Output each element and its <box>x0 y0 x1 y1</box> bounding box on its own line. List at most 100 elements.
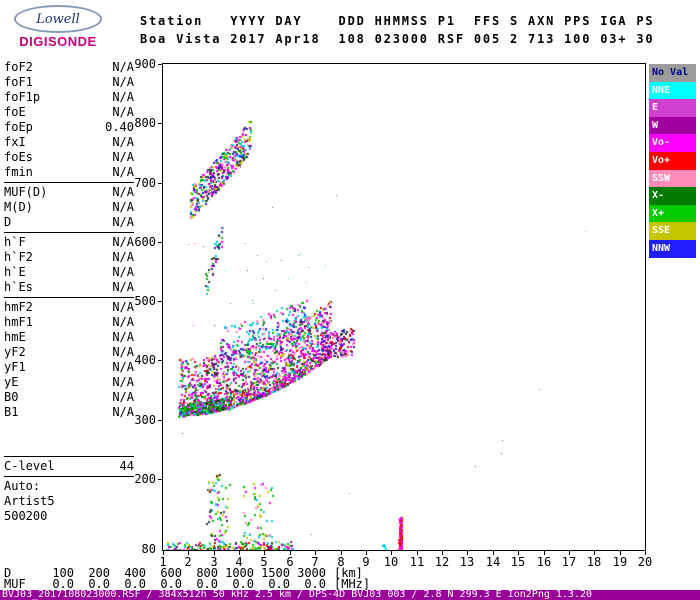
x-axis-tick <box>239 551 240 555</box>
panel-divider <box>4 232 134 233</box>
d-label: D <box>4 566 12 580</box>
legend-swatch-vo+: Vo+ <box>649 151 696 170</box>
param-row-hme: hmE N/A <box>4 330 134 345</box>
x-axis-tick-label: 20 <box>637 555 653 569</box>
panel-divider <box>4 456 134 457</box>
param-row-h-f: h`F N/A <box>4 235 134 250</box>
muf-distance-table: D 100 200 400 600 800 1000 1500 3000 [km] MUF 0.0 0.… <box>4 566 371 591</box>
legend-swatch-nne: NNE <box>649 81 696 100</box>
param-value: N/A <box>112 60 134 74</box>
panel-divider <box>4 297 134 298</box>
param-label: h`F <box>4 235 26 249</box>
param-value: N/A <box>112 185 134 199</box>
param-value: N/A <box>112 375 134 389</box>
param-label: foF1p <box>4 90 41 104</box>
param-value: N/A <box>112 345 134 359</box>
muf-unit: [MHz] <box>334 577 371 591</box>
d-value: 800 <box>196 566 218 580</box>
param-value: N/A <box>112 165 134 179</box>
x-axis-tick-label: 11 <box>409 555 425 569</box>
param-row-b1: B1 N/A <box>4 405 134 420</box>
x-axis-tick-label: 15 <box>510 555 526 569</box>
param-value: 0.40 <box>105 120 134 134</box>
param-row-foes: foEs N/A <box>4 150 134 165</box>
param-row-h-f2: h`F2 N/A <box>4 250 134 265</box>
logo-digisonde-text: DIGISONDE <box>19 34 97 49</box>
muf-label: MUF <box>4 577 26 591</box>
parameter-panel: foF2 N/A foF1 N/A foF1p N/A foE N/A foEp 0.40 fxI N… <box>4 60 134 524</box>
x-axis-tick <box>315 551 316 555</box>
x-axis-tick <box>569 551 570 555</box>
muf-row: MUF 0.0 0.0 0.0 0.0 0.0 0.0 0.0 0.0 [MHz] <box>4 577 371 591</box>
annotation-auto: Auto: <box>4 479 41 493</box>
param-label: foEs <box>4 150 33 164</box>
param-row-fmin: fmin N/A <box>4 165 134 180</box>
param-label: fxI <box>4 135 26 149</box>
legend-swatch-x: X- <box>649 187 696 205</box>
param-label: foF2 <box>4 60 33 74</box>
param-value: N/A <box>112 315 134 329</box>
header-station-values: Boa Vista 2017 Apr18 108 023000 RSF 005 … <box>140 32 655 46</box>
x-axis-tick <box>493 551 494 555</box>
direction-color-legend: No Val NNE E W Vo- Vo+ SSW X- X+ SSE NNW <box>649 64 696 258</box>
param-label: yF1 <box>4 360 26 374</box>
param-label: yE <box>4 375 19 389</box>
legend-swatch-ssw: SSW <box>649 169 696 188</box>
x-axis-tick <box>188 551 189 555</box>
param-row-fof1: foF1 N/A <box>4 75 134 90</box>
x-axis-tick-label: 10 <box>383 555 399 569</box>
param-label: foF1 <box>4 75 33 89</box>
param-value: N/A <box>112 150 134 164</box>
muf-value: 0.0 <box>124 577 146 591</box>
param-value: N/A <box>112 200 134 214</box>
ionogram-scatter-canvas <box>163 64 645 550</box>
x-axis-tick <box>594 551 595 555</box>
annotation-artist5: Artist5 <box>4 494 55 508</box>
param-row-h-es: h`Es N/A <box>4 280 134 295</box>
panel-divider <box>4 476 134 477</box>
legend-swatch-e: E <box>649 99 696 117</box>
status-text: BVJ03_2017108023000.RSF / 384x512h 50 kH… <box>2 589 593 600</box>
param-label: hmF2 <box>4 300 33 314</box>
param-row-yf2: yF2 N/A <box>4 345 134 360</box>
muf-value: 0.0 <box>88 577 110 591</box>
header-column-titles: Station YYYY DAY DDD HHMMSS P1 FFS S AXN… <box>140 14 655 28</box>
param-label: B1 <box>4 405 19 419</box>
d-value: 600 <box>160 566 182 580</box>
param-value: N/A <box>112 105 134 119</box>
legend-swatch-vo: Vo- <box>649 134 696 152</box>
param-value: N/A <box>112 330 134 344</box>
x-axis-tick <box>163 551 164 555</box>
param-label: D <box>4 215 12 229</box>
param-row-hmf1: hmF1 N/A <box>4 315 134 330</box>
param-row-m-d: M(D) N/A <box>4 200 134 215</box>
d-value: 3000 <box>297 566 326 580</box>
param-label: h`F2 <box>4 250 33 264</box>
legend-swatch-w: W <box>649 116 696 135</box>
x-axis-tick <box>391 551 392 555</box>
param-label: M(D) <box>4 200 33 214</box>
param-value: N/A <box>112 300 134 314</box>
x-axis-tick-label: 12 <box>434 555 450 569</box>
status-bar: BVJ03_2017108023000.RSF / 384x512h 50 kH… <box>0 590 700 600</box>
logo-oval: Lowell <box>14 5 102 33</box>
param-value: N/A <box>112 90 134 104</box>
d-value: 200 <box>88 566 110 580</box>
param-row-fof1p: foF1p N/A <box>4 90 134 105</box>
param-row-h-e: h`E N/A <box>4 265 134 280</box>
muf-value: 0.0 <box>268 577 290 591</box>
muf-value: 0.0 <box>196 577 218 591</box>
param-value: N/A <box>112 390 134 404</box>
muf-value: 0.0 <box>232 577 254 591</box>
x-axis-tick <box>467 551 468 555</box>
legend-swatch-x+: X+ <box>649 204 696 223</box>
param-value: N/A <box>112 75 134 89</box>
param-value: N/A <box>112 135 134 149</box>
x-axis-tick-label: 17 <box>561 555 577 569</box>
x-axis-tick-label: 14 <box>485 555 501 569</box>
x-axis-tick <box>264 551 265 555</box>
param-row-yf1: yF1 N/A <box>4 360 134 375</box>
muf-value: 0.0 <box>160 577 182 591</box>
param-label: fmin <box>4 165 33 179</box>
param-row-fxi: fxI N/A <box>4 135 134 150</box>
